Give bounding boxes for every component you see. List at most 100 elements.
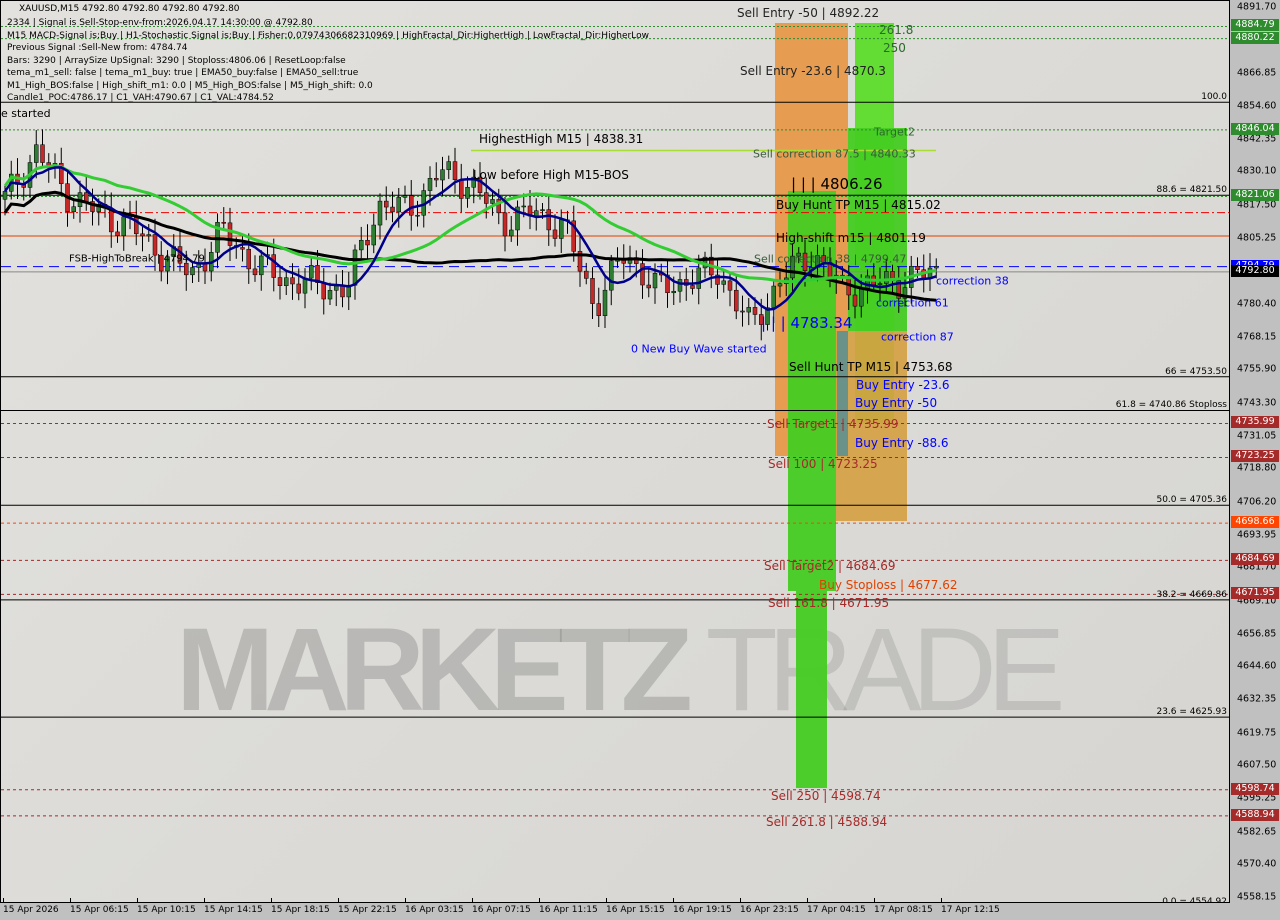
candle-body xyxy=(390,206,395,213)
price-tick: 4619.75 xyxy=(1237,727,1277,739)
candle-body xyxy=(915,266,920,270)
candle-body xyxy=(609,260,614,291)
price-tick: 4891.70 xyxy=(1237,1,1277,13)
candle-body xyxy=(296,283,301,294)
price-tick: 4842.35 xyxy=(1237,133,1277,145)
candle-body xyxy=(859,287,864,307)
price-tag: 4671.95 xyxy=(1231,587,1279,600)
info-line: 2334 | Signal is Sell-Stop-env-from:2026… xyxy=(7,18,313,28)
fib-label: 50.0 = 4705.36 xyxy=(1156,495,1227,506)
price-tag: 4880.22 xyxy=(1231,31,1279,44)
price-tick: 4595.25 xyxy=(1237,792,1277,804)
label-sell-250: Sell 250 | 4598.74 xyxy=(771,789,881,803)
price-tick: 4681.70 xyxy=(1237,561,1277,573)
candle-body xyxy=(734,289,739,312)
ma-black-line xyxy=(3,190,937,302)
candle-body xyxy=(515,206,520,231)
candle-body xyxy=(759,314,764,325)
candle-body xyxy=(765,307,770,325)
candle-body xyxy=(771,285,776,308)
time-tick-mark xyxy=(673,898,674,903)
candle-body xyxy=(352,249,358,286)
label-sell-correction-875: Sell correction 87.5 | 4840.33 xyxy=(753,147,916,161)
label-sell-target1: Sell Target1 | 4735.99 xyxy=(767,417,899,431)
info-line: tema_m1_sell: false | tema_m1_buy: true … xyxy=(7,68,359,78)
price-tag: 4821.06 xyxy=(1231,189,1279,202)
candle-body xyxy=(359,239,364,251)
fib-label: 0.0 = 4554.92 xyxy=(1162,896,1227,903)
candle-body xyxy=(409,195,414,216)
fib-label: 100.0 xyxy=(1201,92,1227,103)
candle-body xyxy=(571,220,576,252)
candle-body xyxy=(309,265,314,279)
price-tick: 4656.85 xyxy=(1237,628,1277,640)
watermark: MARKETZ TRADE xyxy=(176,611,1066,729)
price-tick: 4558.15 xyxy=(1237,891,1277,903)
time-tick-mark xyxy=(338,898,339,903)
candle-body xyxy=(315,265,320,283)
time-tick: 15 Apr 18:15 xyxy=(271,905,330,915)
info-line: Candle1_POC:4786.17 | C1_VAH:4790.67 | C… xyxy=(7,93,274,103)
candle-body xyxy=(740,310,745,313)
info-line: M15 MACD-Signal is:Buy | H1-Stochastic S… xyxy=(7,30,649,41)
candle-body xyxy=(59,163,64,184)
candle-body xyxy=(877,283,883,285)
candle-body xyxy=(334,285,339,291)
price-axis[interactable]: 4891.70 4866.85 4854.60 4842.35 4830.10 4817.… xyxy=(1231,0,1280,903)
label-fsb: FSB-HighToBreak | 4794.79 xyxy=(69,253,205,265)
price-tick: 4607.50 xyxy=(1237,759,1277,771)
time-tick-mark xyxy=(807,898,808,903)
candle-body xyxy=(321,282,326,300)
label-buy-entry-50: Buy Entry -50 xyxy=(855,396,938,410)
fib-label: 66 = 4753.50 xyxy=(1165,366,1227,377)
time-tick: 16 Apr 15:15 xyxy=(606,905,665,915)
time-tick-mark xyxy=(539,898,540,903)
candle-body xyxy=(484,192,489,204)
candle-body xyxy=(440,169,445,181)
time-tick: 15 Apr 2026 xyxy=(3,905,59,915)
candle-body xyxy=(90,201,95,212)
price-tick: 4582.65 xyxy=(1237,826,1277,838)
candle-body xyxy=(696,267,701,289)
time-axis[interactable]: 15 Apr 2026 15 Apr 06:15 15 Apr 10:15 15 Ap… xyxy=(0,898,1280,920)
time-tick: 16 Apr 19:15 xyxy=(673,905,732,915)
time-tick: 15 Apr 10:15 xyxy=(137,905,196,915)
candle-body xyxy=(152,234,158,256)
price-tick: 4731.05 xyxy=(1237,430,1277,442)
time-tick-mark xyxy=(740,898,741,903)
candle-body xyxy=(252,268,258,276)
time-tick: 15 Apr 06:15 xyxy=(70,905,129,915)
watermark-light: TRADE xyxy=(705,604,1066,736)
price-tick: 4669.10 xyxy=(1237,595,1277,607)
label-low-before-high: Low before High M15-BOS xyxy=(473,168,629,182)
candle-body xyxy=(40,144,45,163)
price-tick: 4780.40 xyxy=(1237,298,1277,310)
candle-body xyxy=(2,191,8,200)
label-sell-entry-236: Sell Entry -23.6 | 4870.3 xyxy=(740,64,886,78)
candle-body xyxy=(446,161,451,170)
candle-body xyxy=(240,247,245,250)
price-tick: 4706.20 xyxy=(1237,496,1277,508)
candle-body xyxy=(115,231,120,237)
candle-body xyxy=(396,197,401,213)
info-line: Bars: 3290 | ArraySize UpSignal: 3290 | … xyxy=(7,55,346,66)
candle-body xyxy=(190,267,195,276)
label-sell-100: Sell 100 | 4723.25 xyxy=(768,457,878,471)
price-tick: 4743.30 xyxy=(1237,397,1277,409)
label-sell-target2: Sell Target2 | 4684.69 xyxy=(764,559,896,573)
candle-body xyxy=(490,199,495,204)
candle-body xyxy=(884,271,889,284)
price-tag: 4598.74 xyxy=(1231,782,1279,795)
candle-body xyxy=(640,263,645,286)
candle-body xyxy=(84,192,89,202)
ema-green-line xyxy=(3,164,937,284)
price-tag: 4846.04 xyxy=(1231,122,1279,135)
time-tick-mark xyxy=(137,898,138,903)
candle-body xyxy=(165,256,170,272)
chart-plot-area[interactable]: MARKETZ TRADE XAUUSD,M15 4792.80 4792.80… xyxy=(0,0,1230,903)
price-tag: 4884.79 xyxy=(1231,19,1279,32)
price-tag: 4684.69 xyxy=(1231,553,1279,566)
candle-body xyxy=(902,287,908,299)
label-sell-hunt: Sell Hunt TP M15 | 4753.68 xyxy=(789,360,953,374)
candle-body xyxy=(340,285,345,298)
